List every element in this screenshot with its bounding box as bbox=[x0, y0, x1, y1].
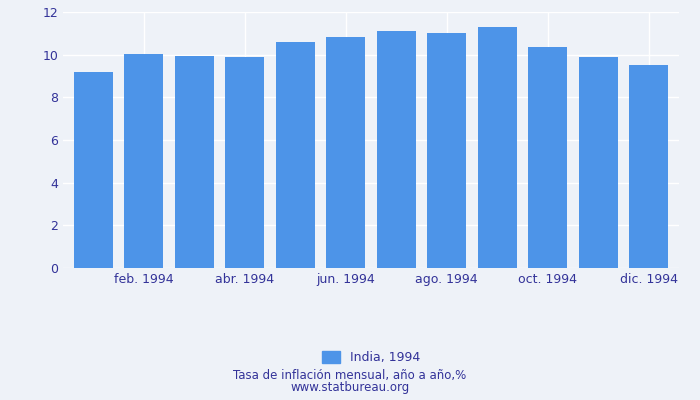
Bar bbox=[276, 42, 315, 268]
Bar bbox=[427, 33, 466, 268]
Bar bbox=[326, 37, 365, 268]
Text: www.statbureau.org: www.statbureau.org bbox=[290, 382, 410, 394]
Bar bbox=[578, 57, 618, 268]
Bar bbox=[225, 57, 265, 268]
Bar bbox=[74, 72, 113, 268]
Legend: India, 1994: India, 1994 bbox=[316, 346, 426, 369]
Bar bbox=[174, 56, 214, 268]
Bar bbox=[528, 46, 568, 268]
Bar bbox=[377, 31, 416, 268]
Bar bbox=[629, 65, 668, 268]
Text: Tasa de inflación mensual, año a año,%: Tasa de inflación mensual, año a año,% bbox=[233, 370, 467, 382]
Bar bbox=[124, 54, 164, 268]
Bar bbox=[477, 27, 517, 268]
